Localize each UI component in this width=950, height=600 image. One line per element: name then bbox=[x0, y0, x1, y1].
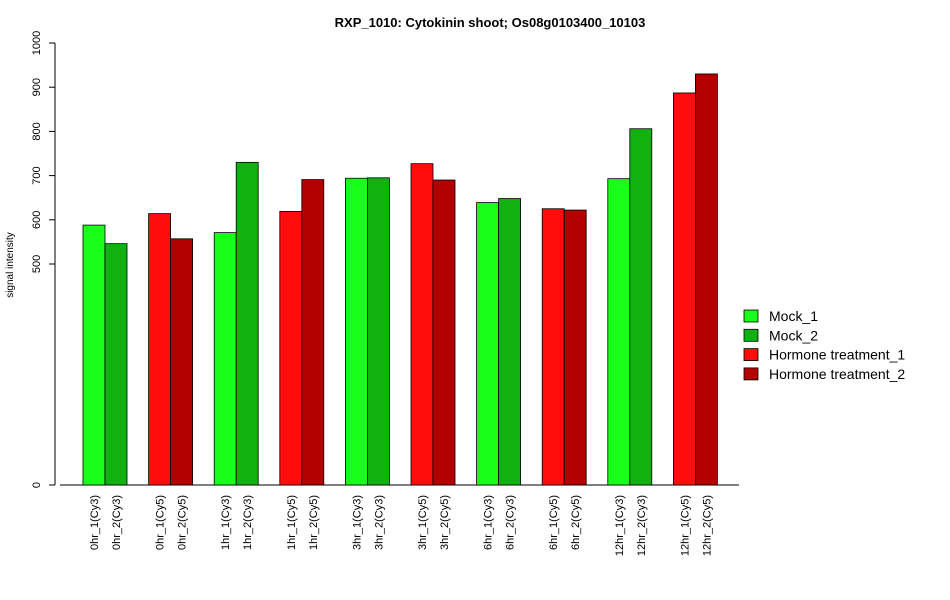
x-tick-label: 12hr_1(Cy3) bbox=[614, 495, 626, 556]
bar bbox=[498, 198, 522, 486]
bar bbox=[410, 163, 434, 486]
x-tick-label: 3hr_2(Cy5) bbox=[439, 495, 451, 550]
x-tick-label: 3hr_1(Cy5) bbox=[417, 495, 429, 550]
legend-label: Mock_2 bbox=[769, 327, 818, 343]
bar bbox=[344, 177, 368, 486]
legend-swatch bbox=[743, 309, 759, 323]
legend: Mock_1 Mock_2 Hormone treatment_1 Hormone t… bbox=[743, 308, 905, 382]
bar bbox=[148, 213, 172, 486]
bars bbox=[82, 73, 718, 486]
x-tick-label: 6hr_1(Cy5) bbox=[548, 495, 560, 550]
bar bbox=[104, 243, 128, 486]
bar bbox=[170, 238, 194, 486]
y-tick-label: 1000 bbox=[31, 31, 43, 55]
bar bbox=[563, 209, 587, 486]
legend-label: Mock_1 bbox=[769, 308, 818, 324]
bar bbox=[476, 202, 500, 486]
bar bbox=[82, 224, 106, 486]
bar bbox=[366, 177, 390, 486]
chart-title: RXP_1010: Cytokinin shoot; Os08g0103400_… bbox=[335, 15, 646, 30]
x-tick-label: 6hr_2(Cy5) bbox=[570, 495, 582, 550]
bar bbox=[673, 92, 696, 486]
x-tick-label: 1hr_1(Cy5) bbox=[286, 495, 298, 550]
y-tick-label: 800 bbox=[31, 122, 43, 140]
y-tick-label: 0 bbox=[31, 482, 43, 488]
legend-swatch bbox=[743, 348, 759, 362]
bar bbox=[629, 128, 653, 486]
x-tick-label: 0hr_2(Cy3) bbox=[111, 495, 123, 550]
x-tick-label: 3hr_2(Cy3) bbox=[373, 495, 385, 550]
bar bbox=[279, 211, 303, 486]
bar bbox=[541, 208, 565, 486]
x-tick-labels: 0hr_1(Cy3) 0hr_2(Cy3) 0hr_1(Cy5) 0hr_2(Cy5)… bbox=[89, 495, 713, 556]
y-tick-label: 700 bbox=[31, 166, 43, 184]
x-tick-label: 1hr_2(Cy3) bbox=[242, 495, 254, 550]
legend-label: Hormone treatment_2 bbox=[769, 366, 905, 382]
bar bbox=[432, 179, 456, 486]
bar bbox=[695, 73, 718, 486]
y-tick-label: 500 bbox=[31, 255, 43, 273]
x-tick-label: 0hr_2(Cy5) bbox=[177, 495, 189, 550]
legend-label: Hormone treatment_1 bbox=[769, 347, 905, 363]
x-tick-label: 3hr_1(Cy3) bbox=[351, 495, 363, 550]
bar bbox=[235, 161, 259, 486]
x-tick-label: 6hr_2(Cy3) bbox=[505, 495, 517, 550]
x-tick-label: 1hr_1(Cy3) bbox=[220, 495, 232, 550]
legend-swatch bbox=[743, 328, 759, 342]
bar bbox=[607, 178, 631, 486]
y-axis-label: signal intensity bbox=[5, 232, 16, 298]
bar bbox=[213, 232, 237, 486]
y-axis: 0 500 600 700 800 900 1000 bbox=[31, 31, 56, 488]
x-tick-label: 0hr_1(Cy5) bbox=[155, 495, 167, 550]
x-tick-label: 12hr_1(Cy5) bbox=[679, 495, 691, 556]
x-tick-label: 6hr_1(Cy3) bbox=[483, 495, 495, 550]
x-tick-label: 1hr_2(Cy5) bbox=[308, 495, 320, 550]
x-tick-label: 12hr_2(Cy5) bbox=[701, 495, 713, 556]
x-tick-label: 0hr_1(Cy3) bbox=[89, 495, 101, 550]
legend-swatch bbox=[743, 367, 759, 381]
x-tick-label: 12hr_2(Cy3) bbox=[636, 495, 648, 556]
y-tick-label: 900 bbox=[31, 78, 43, 96]
bar bbox=[301, 179, 325, 486]
y-tick-label: 600 bbox=[31, 211, 43, 229]
